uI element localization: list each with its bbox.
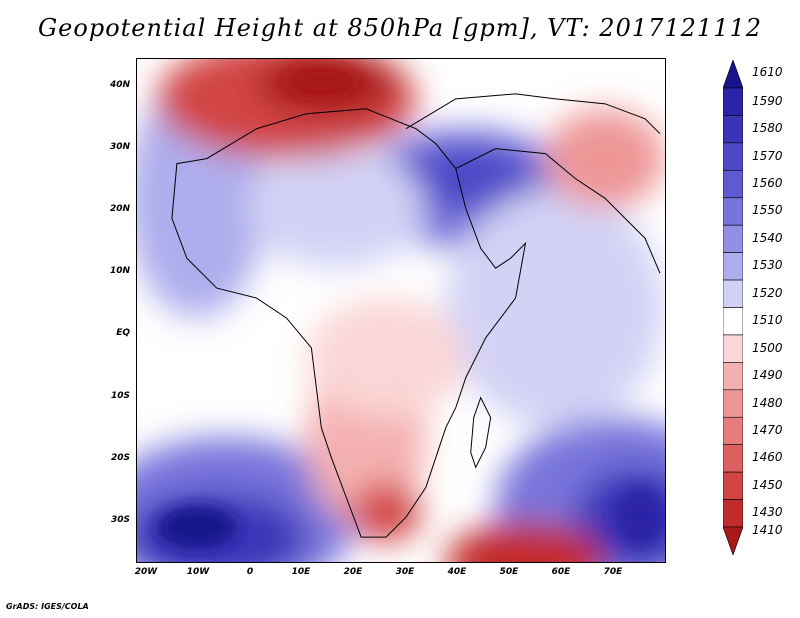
lon-label: 0 (246, 567, 254, 577)
colorbar-label: 1580 (752, 121, 783, 136)
lon-label: 60E (551, 567, 571, 577)
lat-label: EQ (116, 328, 130, 338)
colorbar-swatch (723, 87, 743, 116)
lon-label: 30E (395, 567, 415, 577)
colorbar-label: 1610 (752, 64, 783, 79)
colorbar-label: 1430 (752, 505, 783, 520)
colorbar-swatch (723, 307, 743, 336)
colorbar-label: 1560 (752, 176, 783, 191)
lon-label: 50E (499, 567, 519, 577)
colorbar-label: 1450 (752, 477, 783, 492)
colorbar-swatch (723, 60, 743, 89)
map-title: Geopotential Height at 850hPa [gpm], VT:… (38, 14, 762, 42)
lat-label: 20N (109, 204, 130, 214)
lat-label: 30N (109, 142, 130, 152)
colorbar-swatch (723, 115, 743, 144)
lon-label: 20E (343, 567, 363, 577)
lat-label: 30S (110, 515, 130, 525)
credit-text: GrADS: IGES/COLA (6, 602, 89, 611)
lon-label: 10E (291, 567, 311, 577)
colorbar-swatch (723, 170, 743, 199)
colorbar-label: 1570 (752, 148, 783, 163)
colorbar-label: 1490 (752, 368, 783, 383)
colorbar-swatch (723, 252, 743, 281)
colorbar-swatch (723, 279, 743, 308)
lat-label: 40N (109, 80, 130, 90)
colorbar (723, 60, 743, 555)
colorbar-label: 1530 (752, 258, 783, 273)
colorbar-swatch (723, 224, 743, 253)
colorbar-label: 1510 (752, 313, 783, 328)
colorbar-swatch (723, 334, 743, 363)
colorbar-swatch (723, 142, 743, 171)
lat-label: 10S (110, 391, 130, 401)
colorbar-label: 1540 (752, 230, 783, 245)
colorbar-swatch (723, 197, 743, 226)
lon-label: 40E (447, 567, 467, 577)
colorbar-label: 1470 (752, 422, 783, 437)
height-field (137, 59, 665, 562)
lat-label: 10N (109, 266, 130, 276)
colorbar-swatch (723, 526, 743, 555)
lon-label: 10W (186, 567, 210, 577)
colorbar-label: 1550 (752, 203, 783, 218)
colorbar-swatch (723, 471, 743, 500)
colorbar-swatch (723, 444, 743, 473)
colorbar-swatch (723, 362, 743, 391)
colorbar-label: 1520 (752, 285, 783, 300)
colorbar-swatch (723, 499, 743, 528)
colorbar-swatch (723, 416, 743, 445)
lon-label: 20W (134, 567, 158, 577)
geopotential-height-map (136, 58, 666, 563)
lat-label: 20S (110, 453, 130, 463)
colorbar-swatch (723, 389, 743, 418)
colorbar-label: 1500 (752, 340, 783, 355)
colorbar-label: 1590 (752, 93, 783, 108)
lon-label: 70E (603, 567, 623, 577)
colorbar-label: 1410 (752, 523, 783, 538)
colorbar-label: 1460 (752, 450, 783, 465)
colorbar-label: 1480 (752, 395, 783, 410)
